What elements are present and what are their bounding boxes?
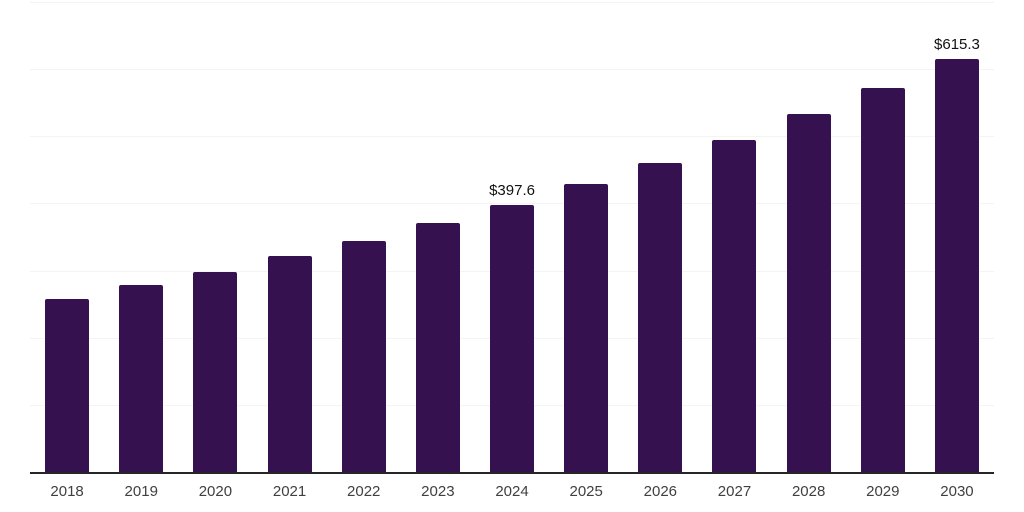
plot-area: $397.6 $615.3 xyxy=(30,2,994,474)
bar-2025 xyxy=(564,184,609,472)
bar-value-label-2024: $397.6 xyxy=(489,182,535,199)
bar-2023 xyxy=(415,223,460,472)
bar-2022 xyxy=(341,241,386,472)
x-tick-label-2029: 2029 xyxy=(866,483,900,500)
bar-slot-2019 xyxy=(104,2,178,472)
bar-2026 xyxy=(638,163,683,472)
bar-2028 xyxy=(786,114,831,472)
x-tick-label-2028: 2028 xyxy=(791,483,826,500)
bar-2027 xyxy=(712,140,757,472)
bar-slot-2028 xyxy=(772,2,846,472)
x-tick-label-2018: 2018 xyxy=(50,483,84,500)
x-tick-label-2021: 2021 xyxy=(272,483,307,500)
gridline xyxy=(30,203,994,205)
bar-slot-2030: $615.3 xyxy=(920,2,994,472)
x-tick-label-2022: 2022 xyxy=(347,483,381,500)
bar-slot-2018 xyxy=(30,2,104,472)
bar-2021 xyxy=(267,255,312,472)
x-tick-label-2024: 2024 xyxy=(495,483,529,500)
gridline xyxy=(30,2,994,3)
x-tick-label-2023: 2023 xyxy=(421,483,455,500)
bar-slot-2029 xyxy=(846,2,920,472)
bar-2024 xyxy=(490,205,535,472)
bar-slot-2020 xyxy=(178,2,252,472)
x-tick-label-2020: 2020 xyxy=(198,483,233,500)
bar-2018 xyxy=(45,298,90,472)
x-tick-label-2027: 2027 xyxy=(717,483,752,500)
bar-slot-2026 xyxy=(623,2,697,472)
bar-slot-2024: $397.6 xyxy=(475,2,549,472)
bar-slot-2027 xyxy=(697,2,771,472)
bar-2029 xyxy=(860,88,905,472)
x-tick-label-2026: 2026 xyxy=(643,483,678,500)
x-tick-label-2030: 2030 xyxy=(940,483,974,500)
bar-slot-2025 xyxy=(549,2,623,472)
x-axis-labels: 2018 2019 2020 2021 2022 2023 2024 2025 2026 2027… xyxy=(30,483,994,501)
bar-slot-2022 xyxy=(327,2,401,472)
bar-2020 xyxy=(193,271,238,472)
gridline xyxy=(30,69,994,71)
x-tick-label-2025: 2025 xyxy=(569,483,603,500)
bar-value-label-2030: $615.3 xyxy=(934,35,980,53)
bar-slot-2021 xyxy=(252,2,326,472)
bar-slot-2023 xyxy=(401,2,475,472)
bars-container: $397.6 $615.3 xyxy=(30,2,994,472)
x-tick-label-2019: 2019 xyxy=(124,483,158,500)
gridline xyxy=(30,136,994,138)
bar-2030 xyxy=(934,58,979,472)
bar-2019 xyxy=(119,284,164,472)
